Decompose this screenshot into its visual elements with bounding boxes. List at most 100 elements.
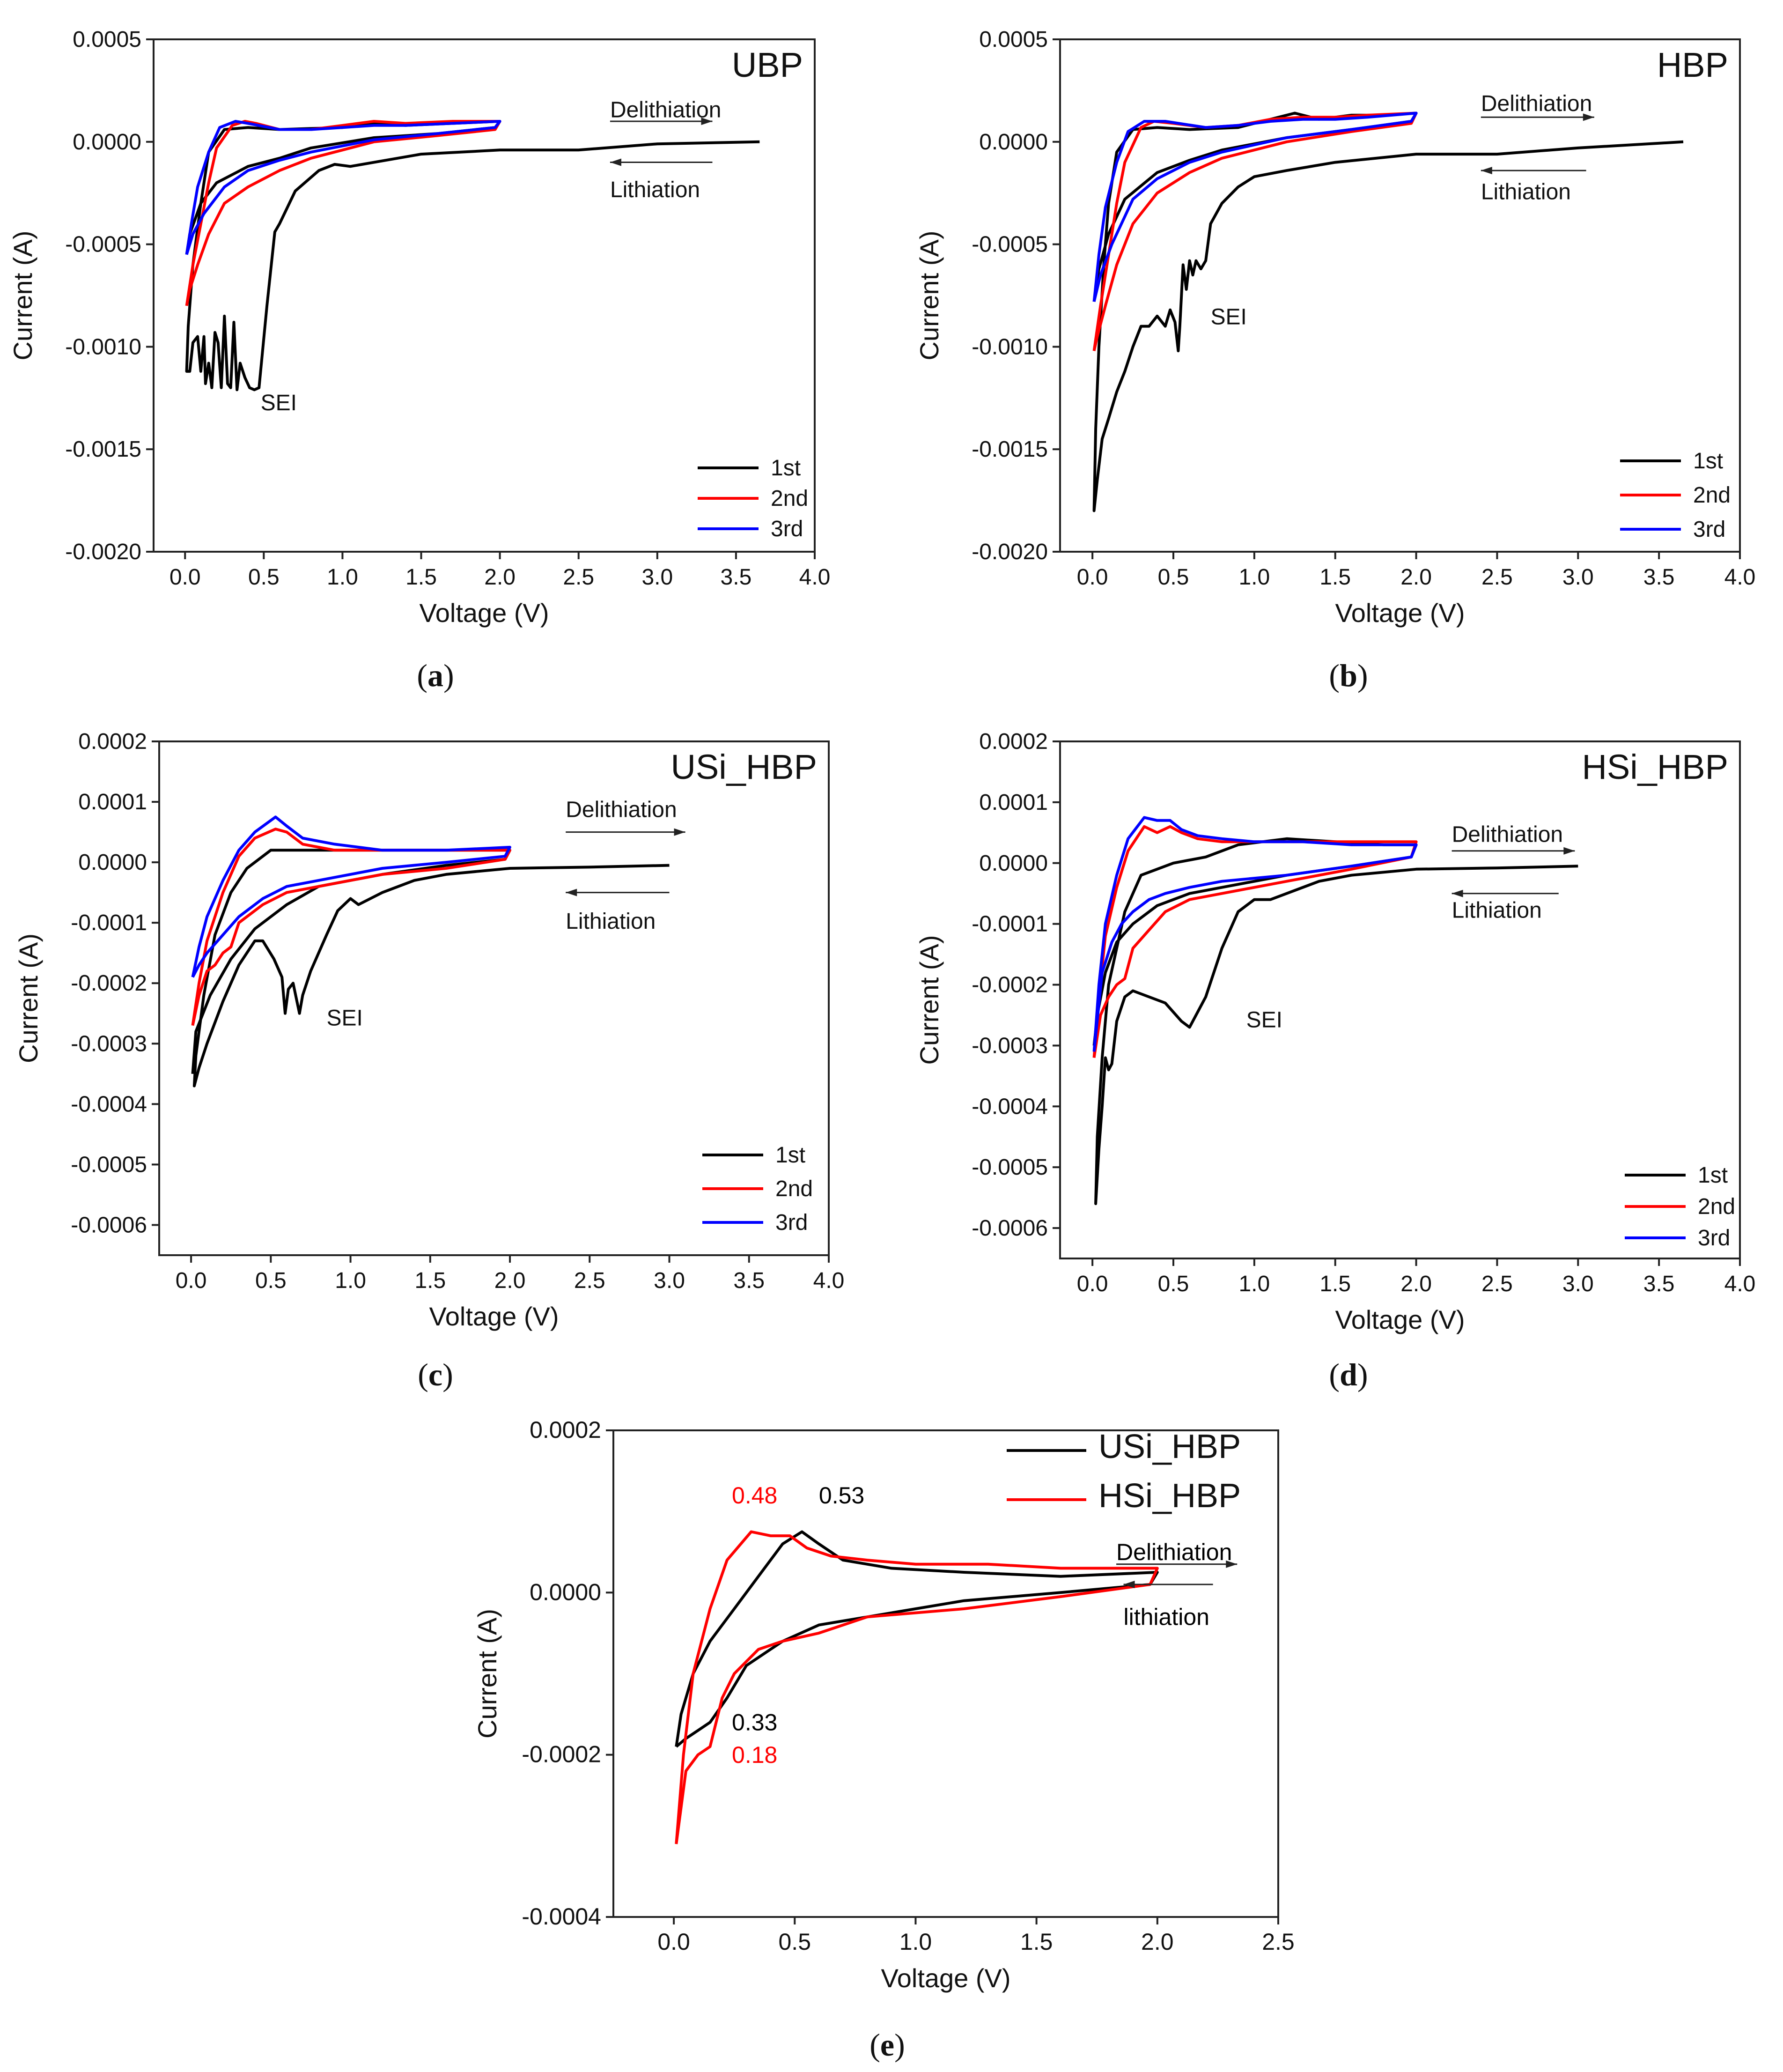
arrow-head bbox=[1563, 847, 1575, 855]
annotation-lithiation: Lithiation bbox=[1481, 179, 1571, 204]
plot-frame bbox=[612, 1429, 1279, 1918]
y-tick-label: 0.0000 bbox=[78, 850, 147, 875]
legend-label: 2nd bbox=[1698, 1194, 1735, 1219]
y-tick-label: -0.0002 bbox=[71, 971, 147, 996]
arrow-head bbox=[1451, 889, 1463, 897]
x-tick-label: 0.5 bbox=[248, 565, 280, 590]
annotation-delithiation: Delithiation bbox=[1116, 1539, 1232, 1565]
arrow-head bbox=[701, 118, 713, 126]
x-axis-label: Voltage (V) bbox=[1335, 1305, 1465, 1334]
y-axis-label: Current (A) bbox=[14, 933, 43, 1063]
x-tick-label: 2.5 bbox=[563, 565, 594, 590]
panel-caption: (b) bbox=[1329, 658, 1368, 693]
y-tick-label: -0.0003 bbox=[972, 1033, 1048, 1058]
y-tick-label: 0.0005 bbox=[73, 27, 141, 52]
x-axis-label: Voltage (V) bbox=[1335, 598, 1465, 628]
y-tick-label: 0.0001 bbox=[979, 790, 1048, 815]
legend-label: 1st bbox=[1693, 449, 1723, 474]
annotation-sei: SEI bbox=[1211, 304, 1247, 329]
series-line-3rd bbox=[1092, 816, 1418, 1052]
chart-panel-b: 0.0 0.5 1.0 1.5 2.0 2.5 3.0 3.5 4.0 0.0005 0.0000 -… bbox=[914, 27, 1755, 693]
y-tick-label: -0.0001 bbox=[972, 912, 1048, 937]
x-tick-label: 2.0 bbox=[484, 565, 516, 590]
y-tick-label: 0.0000 bbox=[73, 130, 141, 155]
chart-panel-a: 0.0 0.5 1.0 1.5 2.0 2.5 3.0 3.5 4.0 0.0005 0.0000 -… bbox=[8, 27, 830, 693]
y-tick-label: -0.0003 bbox=[71, 1031, 147, 1056]
x-tick-label: 0.0 bbox=[1077, 565, 1108, 590]
series-line-1st bbox=[1092, 111, 1684, 512]
y-tick-label: 0.0002 bbox=[530, 1417, 601, 1443]
y-tick-label: -0.0005 bbox=[71, 1152, 147, 1177]
x-tick-label: 1.5 bbox=[1319, 565, 1351, 590]
y-tick-label: -0.0002 bbox=[522, 1741, 601, 1768]
y-tick-label: 0.0000 bbox=[979, 851, 1048, 876]
series-line-3rd bbox=[191, 815, 511, 978]
chart-title: HBP bbox=[1657, 45, 1728, 84]
chart-panel-c: 0.0 0.5 1.0 1.5 2.0 2.5 3.0 3.5 4.0 0.0002 0.0001 0… bbox=[14, 729, 844, 1392]
legend-label: 3rd bbox=[1693, 517, 1725, 542]
plot-frame bbox=[1059, 38, 1741, 553]
panel-caption: (a) bbox=[417, 658, 454, 693]
panel-caption: (d) bbox=[1329, 1357, 1368, 1392]
y-axis-label: Current (A) bbox=[8, 231, 37, 361]
x-tick-label: 2.5 bbox=[574, 1268, 605, 1293]
legend-label: HSi_HBP bbox=[1098, 1477, 1241, 1515]
legend-label: 3rd bbox=[771, 517, 803, 541]
annotation-0-18: 0.18 bbox=[732, 1742, 777, 1768]
annotation-0-48: 0.48 bbox=[732, 1482, 777, 1509]
annotation-sei: SEI bbox=[1246, 1007, 1282, 1032]
x-tick-label: 1.0 bbox=[327, 565, 358, 590]
annotation-lithiation: lithiation bbox=[1124, 1604, 1209, 1630]
x-tick-label: 2.0 bbox=[1141, 1929, 1174, 1955]
x-tick-label: 4.0 bbox=[813, 1268, 845, 1293]
x-tick-label: 0.0 bbox=[169, 565, 201, 590]
x-tick-label: 1.0 bbox=[1238, 1272, 1270, 1296]
chart-panel-d: 0.0 0.5 1.0 1.5 2.0 2.5 3.0 3.5 4.0 0.0002 0.0001 0… bbox=[914, 729, 1755, 1392]
y-tick-label: 0.0000 bbox=[530, 1579, 601, 1605]
y-tick-label: -0.0005 bbox=[65, 232, 141, 257]
x-tick-label: 0.0 bbox=[176, 1268, 207, 1293]
x-tick-label: 1.0 bbox=[1238, 565, 1270, 590]
y-tick-label: -0.0020 bbox=[972, 540, 1048, 564]
chart-panel-e: 0.0 0.5 1.0 1.5 2.0 2.5 0.0002 0.0000 -0.0002 -0.… bbox=[472, 1417, 1295, 2063]
y-tick-label: -0.0004 bbox=[522, 1903, 601, 1930]
x-axis-label: Voltage (V) bbox=[419, 598, 549, 628]
x-tick-label: 3.5 bbox=[1643, 1272, 1675, 1296]
y-tick-label: -0.0004 bbox=[972, 1094, 1048, 1119]
y-tick-label: 0.0005 bbox=[979, 27, 1048, 52]
y-tick-label: -0.0005 bbox=[972, 1155, 1048, 1180]
arrow-head bbox=[566, 888, 577, 896]
y-axis-label: Current (A) bbox=[914, 935, 944, 1065]
annotation-delithiation: Delithiation bbox=[1481, 91, 1592, 116]
series-line-1st bbox=[1092, 837, 1578, 1206]
y-tick-label: -0.0002 bbox=[972, 973, 1048, 998]
plot-frame bbox=[1059, 740, 1741, 1259]
arrow-head bbox=[610, 158, 621, 166]
series-line-1st bbox=[191, 849, 670, 1088]
series-line-hsi-hbp bbox=[675, 1530, 1159, 1844]
annotation-sei: SEI bbox=[261, 391, 297, 415]
plot-frame bbox=[158, 740, 830, 1256]
y-tick-label: -0.0020 bbox=[65, 540, 141, 564]
arrow-head bbox=[674, 828, 685, 836]
x-axis-label: Voltage (V) bbox=[429, 1302, 559, 1331]
x-tick-label: 2.0 bbox=[1400, 1272, 1432, 1296]
chart-title: USi_HBP bbox=[670, 747, 817, 786]
arrow-head bbox=[1583, 113, 1594, 121]
y-tick-label: 0.0002 bbox=[78, 729, 147, 754]
x-tick-label: 3.0 bbox=[1562, 1272, 1594, 1296]
x-tick-label: 0.5 bbox=[255, 1268, 287, 1293]
y-axis-label: Current (A) bbox=[472, 1609, 502, 1739]
annotation-delithiation: Delithiation bbox=[1452, 822, 1563, 847]
x-tick-label: 1.5 bbox=[405, 565, 437, 590]
arrow-head bbox=[1226, 1560, 1238, 1568]
annotation-0-33: 0.33 bbox=[732, 1709, 777, 1736]
legend-label: 1st bbox=[771, 456, 801, 481]
legend-label: 2nd bbox=[1693, 483, 1731, 508]
plot-frame bbox=[153, 38, 816, 553]
annotation-lithiation: Lithiation bbox=[566, 909, 656, 934]
series-line-2nd bbox=[185, 120, 501, 306]
x-tick-label: 4.0 bbox=[799, 565, 831, 590]
series-line-2nd bbox=[191, 828, 511, 1026]
